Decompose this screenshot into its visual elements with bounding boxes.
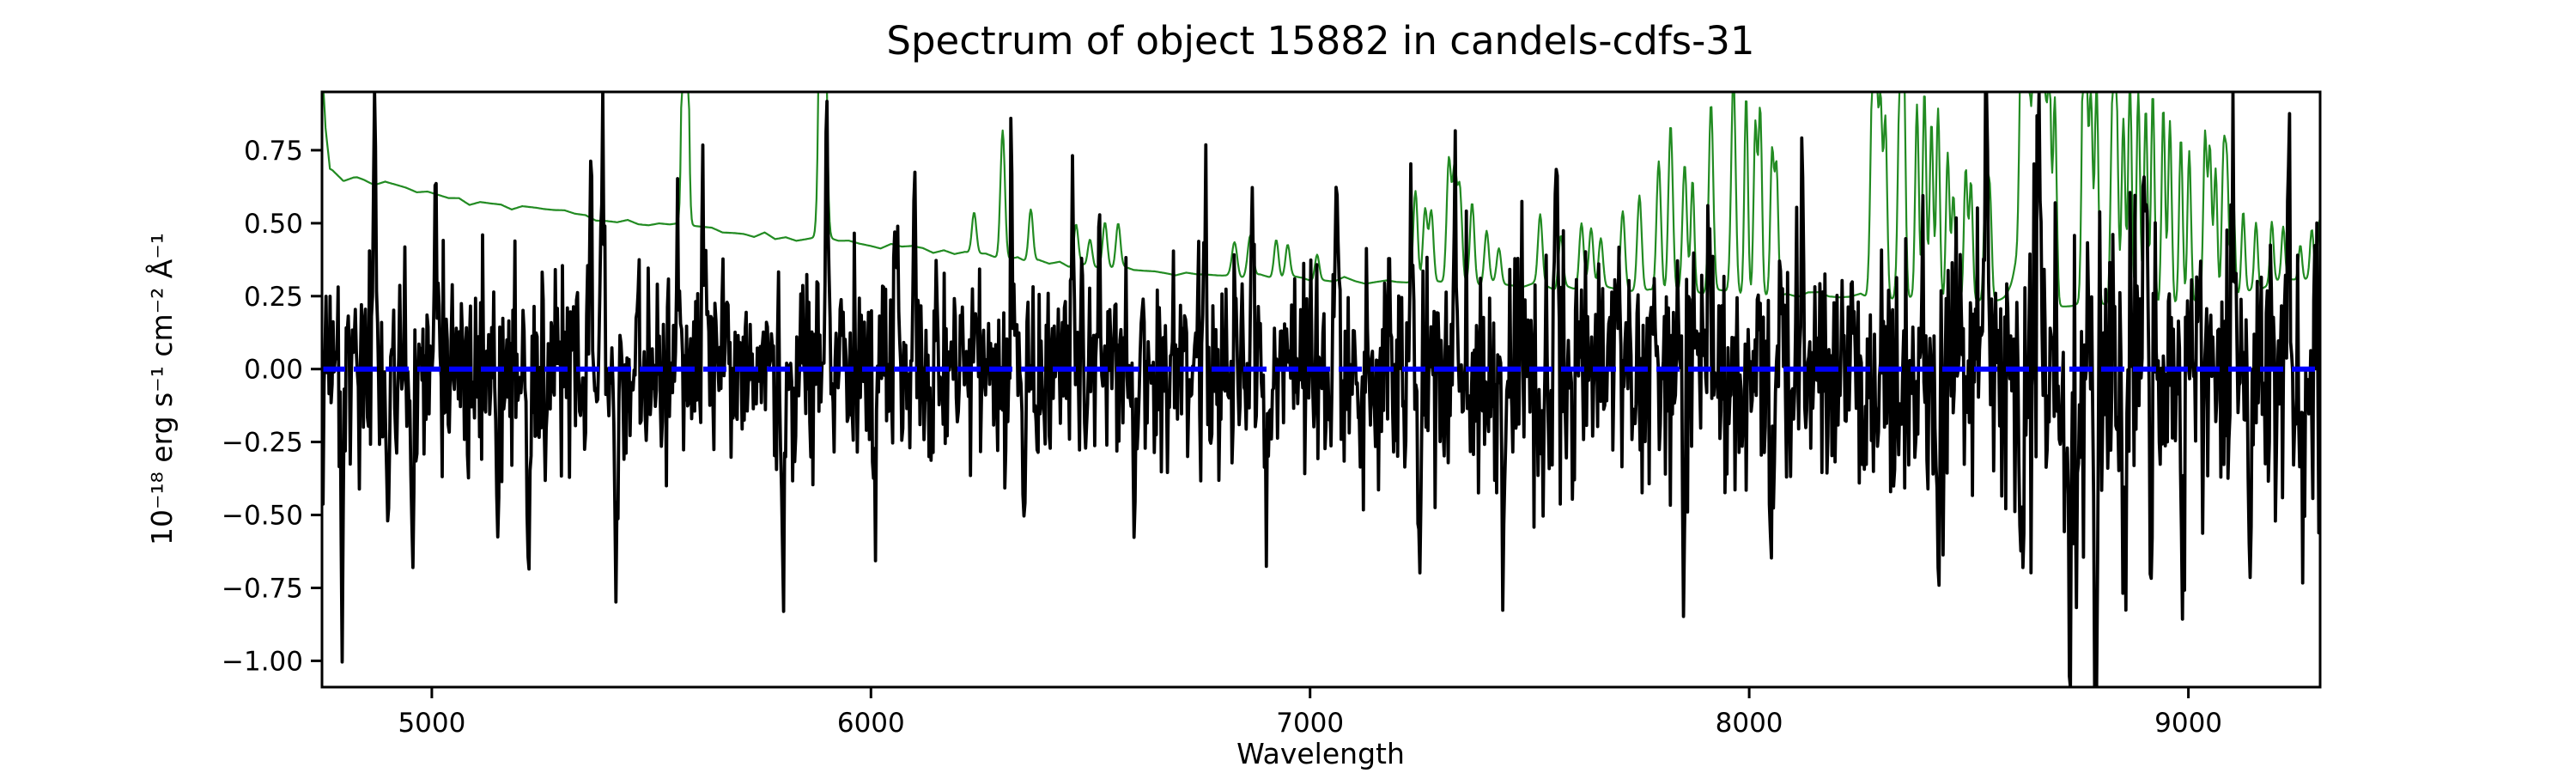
y-tick-label: −1.00 [222,646,303,677]
x-tick-label: 7000 [1276,708,1344,739]
x-tick-label: 5000 [398,708,465,739]
x-tick-label: 8000 [1716,708,1783,739]
y-tick-label: 0.25 [244,282,303,313]
y-tick-label: 0.00 [244,355,303,386]
plot-frame [320,90,2322,689]
y-tick-label: 0.75 [244,136,303,167]
x-axis-label: Wavelength [1236,737,1405,770]
y-tick-label: 0.50 [244,209,303,240]
x-tick-label: 6000 [837,708,905,739]
x-tick-label: 9000 [2154,708,2222,739]
object-spectrum-line [322,92,2320,687]
y-axis-label: 10⁻¹⁸ erg s⁻¹ cm⁻² Å⁻¹ [144,233,179,545]
y-tick-label: −0.50 [222,501,303,532]
y-tick-label: −0.75 [222,574,303,605]
axis-layer: 5000 6000 7000 8000 9000 0.75 0.50 0.25 0.00 −0.2… [222,136,2222,739]
y-tick-label: −0.25 [222,428,303,459]
plot-title: Spectrum of object 15882 in candels-cdfs… [886,18,1754,64]
plot-series-layer [322,92,2320,687]
